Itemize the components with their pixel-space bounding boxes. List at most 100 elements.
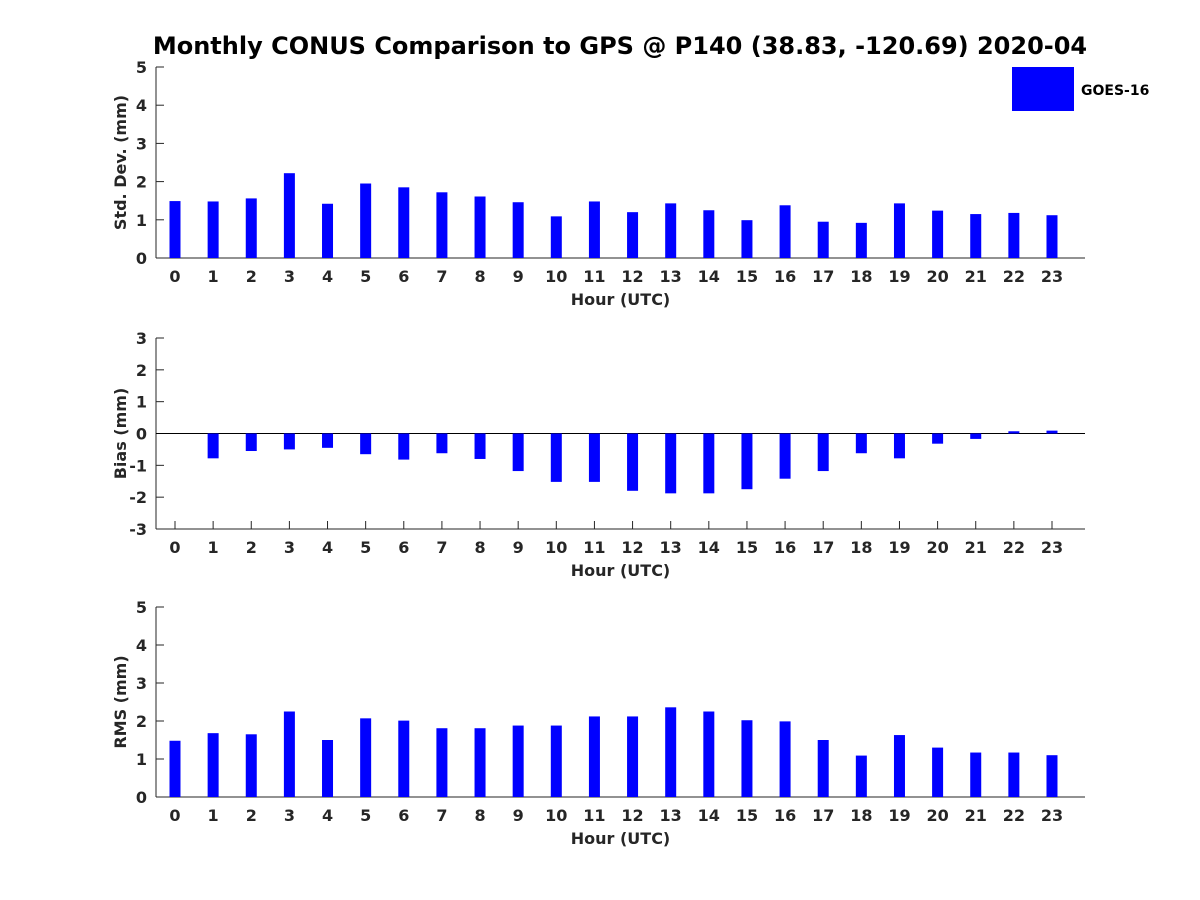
std-dev-x-tick-label: 11: [583, 267, 605, 286]
bias-x-tick-label: 4: [322, 538, 333, 557]
std-dev-y-tick-label: 0: [136, 249, 147, 268]
rms-x-tick-label: 2: [246, 806, 257, 825]
std-dev-x-tick-label: 5: [360, 267, 371, 286]
bias-bar: [932, 433, 944, 444]
bias-x-tick-label: 11: [583, 538, 605, 557]
bias-bar: [627, 433, 639, 491]
rms-bar: [1008, 752, 1020, 797]
std-dev-x-tick-label: 10: [545, 267, 567, 286]
std-dev-bar: [703, 210, 715, 258]
rms-y-tick-label: 2: [136, 712, 147, 731]
bias-bar: [703, 433, 715, 494]
rms-x-tick-label: 14: [698, 806, 720, 825]
bias-bar: [436, 433, 448, 454]
legend-swatch: [1012, 67, 1074, 111]
std-dev-y-tick-label: 4: [136, 96, 147, 115]
rms-x-tick-label: 3: [284, 806, 295, 825]
rms-bar: [245, 734, 257, 797]
bias-x-tick-label: 13: [660, 538, 682, 557]
legend: GOES-16: [1012, 67, 1149, 111]
bias-x-tick-label: 15: [736, 538, 758, 557]
bias-x-tick-label: 22: [1003, 538, 1025, 557]
std-dev-x-tick-label: 16: [774, 267, 796, 286]
rms-bar: [703, 711, 715, 797]
std-dev-bar: [550, 216, 562, 258]
rms-bar: [932, 747, 944, 797]
std-dev-bar: [932, 210, 944, 258]
std-dev-bar: [779, 205, 791, 258]
bias-x-tick-label: 18: [850, 538, 872, 557]
std-dev-x-tick-label: 3: [284, 267, 295, 286]
std-dev-x-tick-label: 23: [1041, 267, 1063, 286]
rms-x-tick-label: 18: [850, 806, 872, 825]
rms-x-tick-label: 8: [474, 806, 485, 825]
rms-bar: [665, 707, 677, 797]
bias-x-tick-label: 17: [812, 538, 834, 557]
bias-x-tick-label: 8: [474, 538, 485, 557]
bias-x-tick-label: 19: [888, 538, 910, 557]
rms-x-tick-label: 6: [398, 806, 409, 825]
rms-x-tick-label: 13: [660, 806, 682, 825]
rms-x-tick-label: 15: [736, 806, 758, 825]
std-dev-x-tick-label: 2: [246, 267, 257, 286]
bias-x-tick-label: 14: [698, 538, 720, 557]
rms-bar: [817, 740, 829, 797]
rms-y-tick-label: 5: [136, 598, 147, 617]
std-dev-x-tick-label: 6: [398, 267, 409, 286]
rms-bar: [550, 725, 562, 797]
bias-x-tick-label: 21: [965, 538, 987, 557]
bias-bar: [817, 433, 829, 472]
std-dev-x-tick-label: 12: [621, 267, 643, 286]
bias-x-tick-label: 20: [926, 538, 948, 557]
rms-bar: [322, 740, 334, 797]
bias-bar: [474, 433, 486, 459]
chart-title: Monthly CONUS Comparison to GPS @ P140 (…: [153, 32, 1087, 60]
bias-y-tick-label: 2: [136, 361, 147, 380]
rms-y-tick-label: 0: [136, 788, 147, 807]
rms-bar: [741, 720, 753, 797]
rms-bar: [1046, 755, 1058, 797]
bias-y-tick-label: 0: [136, 425, 147, 444]
rms-x-tick-label: 20: [926, 806, 948, 825]
bias-y-tick-label: 3: [136, 329, 147, 348]
bias-x-tick-label: 16: [774, 538, 796, 557]
std-dev-x-tick-label: 19: [888, 267, 910, 286]
bias-x-tick-label: 3: [284, 538, 295, 557]
legend-label: GOES-16: [1081, 83, 1149, 99]
std-dev-x-tick-label: 9: [513, 267, 524, 286]
rms-x-tick-label: 16: [774, 806, 796, 825]
bias-x-axis-label: Hour (UTC): [571, 561, 671, 580]
bias-x-tick-label: 5: [360, 538, 371, 557]
rms-x-tick-label: 17: [812, 806, 834, 825]
bias-bar: [970, 433, 982, 439]
std-dev-bar: [855, 222, 867, 258]
bias-x-tick-label: 0: [169, 538, 180, 557]
std-dev-y-axis-label: Std. Dev. (mm): [111, 95, 130, 230]
bias-y-axis-label: Bias (mm): [111, 388, 130, 480]
bias-bar: [855, 433, 867, 454]
std-dev-bar: [322, 203, 334, 258]
rms-x-tick-label: 7: [436, 806, 447, 825]
std-dev-x-tick-label: 7: [436, 267, 447, 286]
bias-y-tick-label: -1: [129, 456, 147, 475]
rms-y-tick-label: 4: [136, 636, 147, 655]
rms-bar: [474, 728, 486, 797]
bias-y-tick-label: -2: [129, 488, 147, 507]
bias-bar: [398, 433, 410, 460]
bias-x-tick-label: 12: [621, 538, 643, 557]
std-dev-bar: [169, 201, 181, 258]
rms-bar: [779, 721, 791, 797]
std-dev-x-tick-label: 17: [812, 267, 834, 286]
std-dev-bar: [360, 183, 372, 258]
bias-bar: [665, 433, 677, 494]
std-dev-bar: [436, 192, 448, 258]
bias-bar: [893, 433, 905, 459]
std-dev-y-tick-label: 2: [136, 173, 147, 192]
std-dev-x-tick-label: 15: [736, 267, 758, 286]
std-dev-bar: [283, 173, 295, 258]
bias-bar: [1046, 430, 1058, 434]
bias-y-tick-label: -3: [129, 520, 147, 539]
